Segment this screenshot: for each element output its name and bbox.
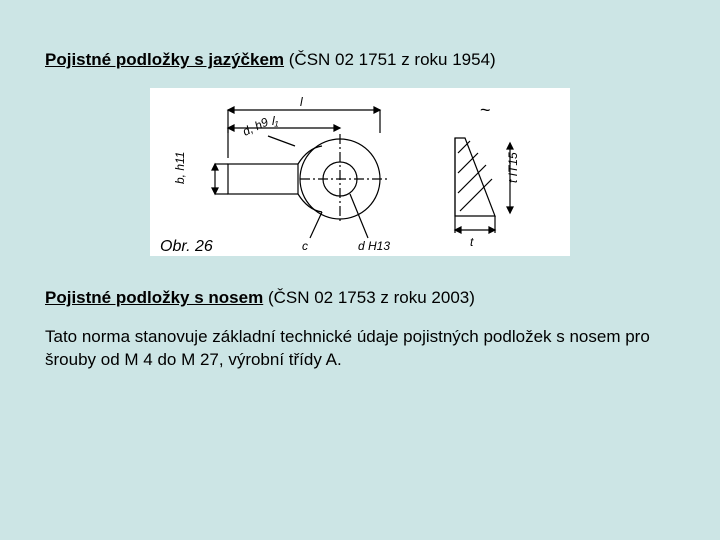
label-d: d, h9 xyxy=(240,115,270,139)
label-tilde: ~ xyxy=(480,100,491,120)
section2: Pojistné podložky s nosem (ČSN 02 1753 z… xyxy=(45,288,675,372)
label-b: b, h11 xyxy=(173,152,187,184)
figure-caption: Obr. 26 xyxy=(150,238,221,256)
label-l: l xyxy=(300,95,303,109)
label-t: t xyxy=(470,235,474,249)
section2-title-rest: (ČSN 02 1753 z roku 2003) xyxy=(263,288,475,307)
label-c: c xyxy=(302,239,308,253)
label-tIT: t IT15 xyxy=(506,152,520,183)
section2-title-bold: Pojistné podložky s nosem xyxy=(45,288,263,307)
technical-drawing: l l₁ b, h11 d, h9 c d H13 t t IT15 ~ xyxy=(150,88,570,256)
section2-heading: Pojistné podložky s nosem (ČSN 02 1753 z… xyxy=(45,288,675,308)
figure-area: l l₁ b, h11 d, h9 c d H13 t t IT15 ~ Obr… xyxy=(150,88,570,256)
section1-heading: Pojistné podložky s jazýčkem (ČSN 02 175… xyxy=(45,50,675,70)
section1-title-bold: Pojistné podložky s jazýčkem xyxy=(45,50,284,69)
section1-title-rest: (ČSN 02 1751 z roku 1954) xyxy=(284,50,496,69)
figure-block: l l₁ b, h11 d, h9 c d H13 t t IT15 ~ Obr… xyxy=(150,88,570,256)
label-dH: d H13 xyxy=(358,239,390,253)
section2-body: Tato norma stanovuje základní technické … xyxy=(45,326,675,372)
label-l1: l₁ xyxy=(272,114,279,128)
